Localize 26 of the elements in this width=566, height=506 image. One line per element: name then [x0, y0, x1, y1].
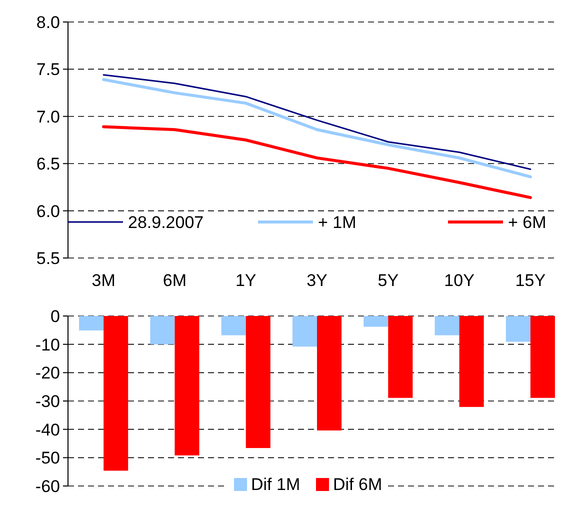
y-tick-label: 6.5 [36, 154, 60, 174]
x-tick-label: 15Y [515, 271, 546, 290]
y-tick-label: 0 [50, 306, 60, 326]
legend-label: Dif 1M [251, 474, 300, 494]
x-tick-label: 6M [162, 271, 187, 290]
legend-label: 28.9.2007 [128, 212, 204, 232]
y-tick-label: -10 [35, 335, 60, 354]
y-tick-label: -60 [35, 476, 60, 496]
y-tick-label: 5.5 [36, 248, 60, 268]
y-tick-label: -30 [35, 392, 60, 411]
y-tick-label: -20 [35, 364, 60, 383]
y-tick-label: 6.0 [36, 202, 60, 221]
line-series [102, 125, 532, 200]
y-tick-label: 7.5 [36, 60, 60, 80]
x-tick-label: 3M [92, 271, 116, 290]
x-tick-label: 5Y [378, 271, 399, 290]
x-tick-label: 10Y [444, 271, 474, 290]
y-tick-label: 7.0 [36, 107, 60, 126]
x-tick-label: 1Y [235, 271, 256, 290]
x-tick-label: 3Y [306, 271, 328, 290]
y-tick-label: -50 [35, 448, 60, 468]
legend-label: Dif 6M [333, 474, 382, 494]
y-tick-label: -40 [35, 420, 60, 440]
y-tick-label: 8.0 [36, 12, 60, 32]
legend-label: + 1M [318, 212, 356, 232]
legend-label: + 6M [508, 212, 546, 232]
